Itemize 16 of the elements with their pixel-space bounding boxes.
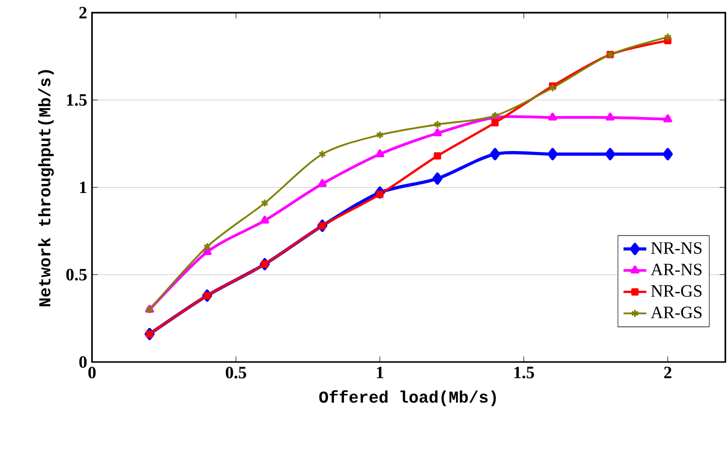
x-tick-label: 1.5 xyxy=(514,366,534,378)
y-tick-label: 1.5 xyxy=(67,94,87,106)
x-tick-label: 0 xyxy=(88,366,96,378)
x-axis-title: Offered load(Mb/s) xyxy=(319,390,496,406)
legend-label: AR-GS xyxy=(650,306,702,318)
legend-label: NR-NS xyxy=(651,242,702,254)
legend-label: NR-GS xyxy=(651,285,702,297)
y-tick-label: 0 xyxy=(79,356,87,368)
y-axis-title: Network throughput(Mb/s) xyxy=(38,70,54,306)
legend-label: AR-NS xyxy=(650,264,702,276)
x-tick-label: 1 xyxy=(376,366,384,378)
y-tick-label: 0.5 xyxy=(66,268,87,281)
x-tick-label: 2 xyxy=(664,366,672,378)
x-tick-label: 0.5 xyxy=(226,366,246,378)
y-tick-label: 1 xyxy=(80,182,86,194)
y-tick-label: 2 xyxy=(79,6,87,18)
